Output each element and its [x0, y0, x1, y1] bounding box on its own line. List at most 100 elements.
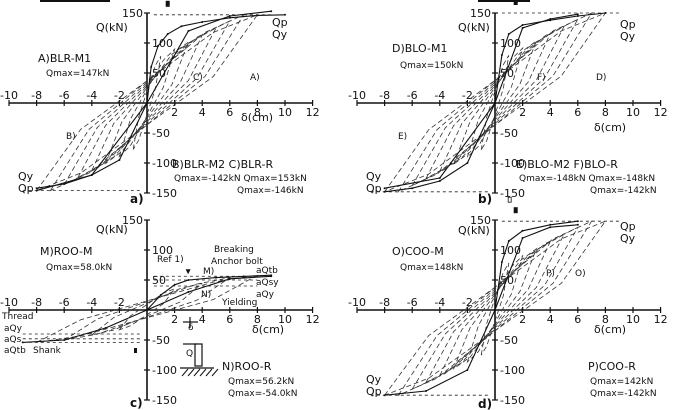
- panel-d-series-point: [521, 237, 524, 239]
- panel-b-x-tick-label: -10: [348, 89, 366, 102]
- panel-c-x-tick-label: 10: [278, 313, 292, 326]
- panel-a-series-point: [228, 16, 231, 19]
- panel-b-y-tick-label: 50: [500, 67, 514, 80]
- panel-c-y-tick-label: 50: [152, 274, 166, 287]
- panel-a-x-tick-label: -8: [31, 89, 42, 102]
- panel-d-curve-o-qmax: Qmax=148kN: [400, 263, 463, 273]
- panel-b-x-tick-label: 12: [654, 106, 668, 119]
- panel-c-y-tick-label: -100: [152, 364, 177, 377]
- panel-a-x-tick-label: -4: [86, 89, 97, 102]
- panel-d-series-point: [576, 223, 579, 226]
- panel-c-y-tick-label: -50: [152, 334, 170, 347]
- panel-c-y-tick-label: 100: [152, 244, 173, 257]
- panel-d-series-line-1: [494, 220, 578, 311]
- panel-b-qp-left: Qp: [366, 182, 382, 195]
- panel-b-y-tick-label: -50: [500, 127, 518, 140]
- panel-a-tag: a): [130, 192, 144, 206]
- panel-d-y-tick-label: 150: [470, 214, 491, 227]
- panel-b-cycle-loop: [425, 25, 565, 180]
- panel-a-series-point: [180, 25, 183, 28]
- panel-d-x-tick-label: -6: [407, 296, 418, 309]
- panel-a-bottom-qmax1: Qmax=-142kN Qmax=153kN: [174, 174, 307, 184]
- panel-a-series-point: [150, 66, 153, 68]
- panel-a-qy-left: Qy: [18, 170, 34, 183]
- panel-a-y-tick-label: -100: [152, 157, 177, 170]
- panel-a-cycle-loop: [77, 27, 217, 179]
- panel-d-cycle-loop: [452, 247, 538, 370]
- panel-d-curve-p-tag: P): [546, 269, 555, 279]
- panel-b-bottom-qmax1: Qmax=-148kN Qmax=-148kN: [519, 174, 655, 184]
- panel-c-inset-hatch: [181, 368, 189, 377]
- panel-a-series-point: [166, 33, 169, 35]
- panel-a-qp-left: Qp: [18, 182, 34, 195]
- panel-c-series-point: [187, 279, 190, 281]
- panel-b-qy-left: Qy: [366, 170, 382, 183]
- panel-c-series-point: [104, 327, 107, 329]
- panel-a-curve-c-tag: C): [193, 73, 203, 83]
- panel-c-series-point: [173, 283, 176, 286]
- panel-d-series-point: [507, 240, 510, 242]
- panel-b-y-tick-label: -150: [500, 187, 525, 200]
- panel-a-series-point: [157, 45, 160, 47]
- panel-d-x-tick-label: -8: [379, 296, 390, 309]
- panel-c-x-tick-label: 8: [254, 313, 261, 326]
- panel-c-inset-hatch: [205, 368, 213, 377]
- panel-d-y-tick-label: 50: [500, 274, 514, 287]
- panel-d-x-tick-label: 2: [519, 313, 526, 326]
- panel-a-series-point: [284, 13, 286, 16]
- panel-d-x-tick-label: -10: [348, 296, 366, 309]
- panel-c-x-tick-label: 4: [199, 313, 206, 326]
- panel-b-x-tick-label: -8: [379, 89, 390, 102]
- panel-c-x-tick-label: 12: [306, 313, 320, 326]
- panel-c-thread: Thread: [1, 312, 33, 322]
- panel-a-cycle-loop: [132, 56, 162, 150]
- panel-b-x-tick-label: 8: [602, 106, 609, 119]
- panel-a-cycle-loop: [35, 13, 259, 192]
- panel-d: Q(kN) O)COO-M Qmax=148kN P) O) Qp Qy Qy …: [348, 196, 668, 410]
- panel-c-left-qs: aQs: [4, 335, 22, 345]
- panel-c-x-tick-label: -4: [86, 296, 97, 309]
- panel-c-tag: c): [130, 396, 143, 410]
- panel-c-qsy: aQsy: [256, 278, 279, 288]
- panel-a-x-tick-label: 10: [278, 106, 292, 119]
- panel-d-qp-left: Qp: [366, 385, 382, 398]
- panel-d-series-point: [521, 229, 524, 232]
- panel-c-curve-n-tag: N): [201, 290, 211, 300]
- panel-d-series-point: [549, 223, 552, 226]
- panel-b-x-tick-label: 2: [519, 106, 526, 119]
- panel-d-curve-p-qmax2: Qmax=-142kN: [590, 389, 657, 399]
- panel-a-peak-marker: [165, 0, 170, 7]
- panel-d-y-tick-label: -150: [500, 394, 525, 407]
- panel-a-qp: Qp: [272, 16, 288, 29]
- panel-a-y-tick-label: 100: [152, 37, 173, 50]
- panel-c-series-point: [187, 291, 190, 293]
- panel-b: Q(kN) D)BLO-M1 Qmax=150kN F) D) E) Qp Qy…: [348, 0, 668, 206]
- panel-c-series-point: [63, 339, 66, 341]
- panel-a-x-tick-label: -10: [0, 89, 18, 102]
- panel-b-cycle-loop: [480, 55, 510, 151]
- panel-d-cycle-loop: [425, 233, 565, 384]
- panel-c-left-qy: aQy: [4, 324, 23, 334]
- panel-a: Q(kN) A)BLR-M1 Qmax=147kN C) A) B) Qp Qy…: [0, 0, 320, 206]
- panel-c-x-tick-label: 2: [171, 313, 178, 326]
- panel-a-curve-b-tag: B): [66, 132, 76, 142]
- panel-c-curve-m-tag: M): [203, 267, 214, 277]
- panel-a-series-point: [146, 102, 148, 104]
- panel-c-shank: Shank: [33, 346, 62, 356]
- panel-a-series-point: [90, 174, 93, 176]
- panel-d-y-tick-label: 100: [500, 244, 521, 257]
- panel-d-series-point: [500, 261, 503, 263]
- panel-c-x-tick-label: -6: [59, 296, 70, 309]
- panel-c-ylabel: Q(kN): [96, 223, 128, 236]
- panel-b-series-point: [438, 180, 441, 182]
- panel-a-x-tick-label: 12: [306, 106, 320, 119]
- panel-a-curve-a-qmax: Qmax=147kN: [46, 69, 109, 79]
- panel-d-series-point: [549, 226, 552, 229]
- panel-d-xlabel: δ(cm): [594, 323, 626, 336]
- panel-c-yielding: Yielding: [221, 298, 257, 308]
- panel-a-bottom-qmax2: Qmax=-146kN: [237, 186, 304, 196]
- panel-b-x-tick-label: -2: [462, 89, 473, 102]
- panel-b-y-tick-label: 100: [500, 37, 521, 50]
- panel-d-x-tick-label: 12: [654, 313, 668, 326]
- panel-b-x-tick-label: 10: [626, 106, 640, 119]
